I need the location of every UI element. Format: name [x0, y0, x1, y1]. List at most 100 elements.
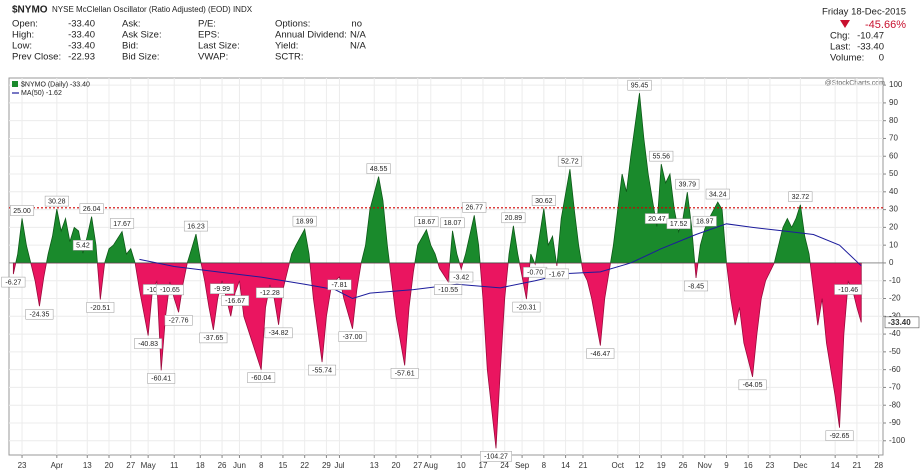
data-label: -27.76 [169, 318, 189, 325]
data-label-box [110, 218, 135, 229]
data-label: -64.05 [743, 382, 763, 389]
data-label-box [557, 155, 582, 167]
data-label: 18.07 [444, 220, 462, 227]
field-value: -33.40 [68, 19, 95, 30]
y-tick-label: -30 [889, 311, 901, 320]
x-tick-label: 10 [457, 461, 466, 470]
x-tick-label: 27 [413, 461, 422, 470]
x-tick-label: 14 [561, 461, 570, 470]
data-label-box [834, 284, 863, 295]
data-label: 34.24 [709, 191, 727, 198]
data-label-box [292, 215, 317, 227]
data-label: -40.83 [138, 341, 158, 348]
x-tick-label: 22 [300, 461, 309, 470]
data-label-box [649, 150, 674, 162]
data-label: 16.23 [187, 223, 205, 230]
data-label: -104.27 [484, 454, 508, 461]
data-label: 20.89 [505, 215, 523, 222]
data-label-box [155, 284, 184, 296]
data-label: -37.00 [343, 334, 363, 341]
field-label: P/E: [198, 19, 216, 30]
field-label: Low: [12, 41, 32, 52]
data-label-box [627, 79, 652, 91]
data-label: -24.35 [30, 312, 50, 319]
data-label-box [264, 327, 293, 339]
data-label-box [544, 268, 569, 280]
data-label-box [692, 215, 717, 227]
x-tick-label: 11 [170, 461, 179, 470]
data-label-box [25, 308, 54, 320]
x-tick-label: 9 [724, 461, 729, 470]
oscillator-area [12, 93, 862, 449]
data-label: -60.04 [251, 375, 271, 382]
field-value: -10.47 [857, 31, 884, 42]
data-label-box [199, 332, 228, 344]
data-label-box [531, 195, 556, 206]
data-label-box [338, 331, 367, 342]
field-label: VWAP: [198, 52, 228, 63]
field-label: Annual Dividend: [275, 30, 347, 41]
data-label: 30.62 [535, 198, 553, 205]
x-tick-label: 28 [874, 461, 883, 470]
y-tick-label: 100 [889, 80, 903, 89]
data-label-box [147, 373, 176, 384]
x-tick-label: 21 [852, 461, 861, 470]
y-tick-label: 20 [889, 222, 898, 231]
x-tick-label: Jun [233, 461, 246, 470]
x-tick-label: 21 [579, 461, 588, 470]
data-label-box [825, 430, 854, 441]
field-value: no [351, 19, 362, 30]
x-tick-label: 12 [635, 461, 644, 470]
data-label: 30.28 [48, 198, 66, 205]
x-tick-label: 27 [126, 461, 135, 470]
y-tick-label: -40 [889, 329, 901, 338]
data-label-box [462, 202, 487, 213]
data-label-box [366, 163, 391, 174]
y-tick-label: -70 [889, 383, 901, 392]
y-tick-label: 60 [889, 151, 898, 160]
legend-label: $NYMO (Daily) -33.40 [21, 81, 90, 88]
x-tick-label: 24 [500, 461, 509, 470]
data-label-box [210, 283, 235, 294]
y-tick-label: 0 [889, 258, 894, 267]
data-label-box [1, 276, 26, 288]
x-tick-label: 14 [831, 461, 840, 470]
x-tick-label: 23 [18, 461, 27, 470]
data-label-box [221, 295, 250, 306]
field-label: Ask: [122, 19, 140, 30]
x-tick-label: May [141, 461, 156, 470]
data-label: 39.79 [679, 182, 697, 189]
y-tick-label: 10 [889, 240, 898, 249]
data-label-box [480, 451, 512, 462]
data-label: -57.61 [395, 371, 415, 378]
field-label: Last: [830, 42, 851, 53]
data-label: -34.82 [269, 330, 289, 337]
field-value: -33.40 [68, 41, 95, 52]
data-label: -55.74 [312, 367, 332, 374]
x-tick-label: 15 [278, 461, 287, 470]
y-tick-label: -50 [889, 347, 901, 356]
data-label-box [327, 279, 352, 291]
x-tick-label: 26 [218, 461, 227, 470]
data-label: -60.41 [151, 376, 171, 383]
data-label: -20.51 [90, 305, 110, 312]
data-label-box [414, 216, 439, 227]
data-label: -8.45 [688, 283, 704, 290]
x-tick-label: 23 [765, 461, 774, 470]
data-label-box [164, 315, 193, 326]
data-label-box [666, 218, 691, 230]
data-label: 25.00 [13, 208, 31, 215]
field-label: Open: [12, 19, 38, 30]
down-arrow [840, 20, 850, 28]
data-label-box [79, 203, 104, 214]
field-label: Prev Close: [12, 52, 61, 63]
last-value-box [884, 316, 920, 329]
data-label: 18.97 [696, 219, 714, 226]
field-label: Ask Size: [122, 30, 162, 41]
data-label: -16.67 [225, 298, 245, 305]
y-tick-label: -80 [889, 400, 901, 409]
y-tick-label: -90 [889, 418, 901, 427]
x-tick-label: 19 [657, 461, 666, 470]
field-label: Chg: [830, 31, 850, 42]
field-label: Options: [275, 19, 310, 30]
